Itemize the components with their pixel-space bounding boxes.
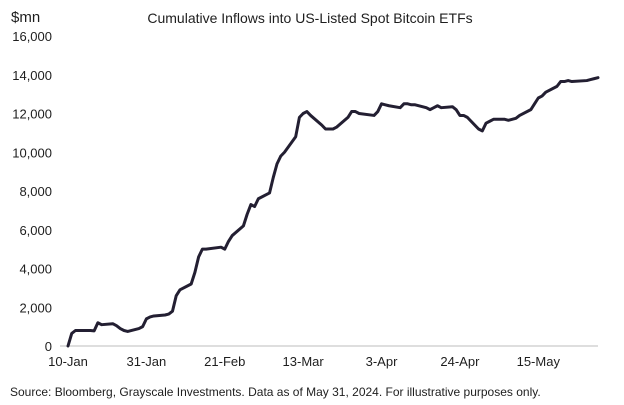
- x-tick-label: 3-Apr: [366, 354, 398, 369]
- x-axis-ticks: 10-Jan 31-Jan 21-Feb 13-Mar 3-Apr 24-Apr 15-Ma…: [48, 354, 560, 369]
- x-tick-label: 21-Feb: [204, 354, 245, 369]
- source-note: Source: Bloomberg, Grayscale Investments…: [10, 385, 541, 399]
- y-tick-label: 12,000: [12, 107, 52, 122]
- y-tick-label: 10,000: [12, 145, 52, 160]
- y-tick-label: 0: [45, 339, 52, 354]
- x-tick-label: 10-Jan: [48, 354, 88, 369]
- y-tick-label: 8,000: [19, 184, 52, 199]
- y-axis-label: $mn: [11, 9, 40, 26]
- y-tick-label: 4,000: [19, 262, 52, 277]
- y-tick-label: 6,000: [19, 223, 52, 238]
- y-tick-label: 2,000: [19, 300, 52, 315]
- x-tick-label: 13-Mar: [283, 354, 325, 369]
- line-chart: Cumulative Inflows into US-Listed Spot B…: [11, 9, 600, 369]
- y-tick-label: 16,000: [12, 29, 52, 44]
- x-tick-label: 15-May: [517, 354, 561, 369]
- chart-title: Cumulative Inflows into US-Listed Spot B…: [147, 10, 472, 26]
- series-line-cumulative-inflows: [66, 76, 600, 348]
- y-axis-ticks: 0 2,000 4,000 6,000 8,000 10,000 12,000 14,000 1…: [12, 29, 52, 354]
- x-tick-label: 31-Jan: [127, 354, 167, 369]
- x-tick-label: 24-Apr: [440, 354, 480, 369]
- y-tick-label: 14,000: [12, 68, 52, 83]
